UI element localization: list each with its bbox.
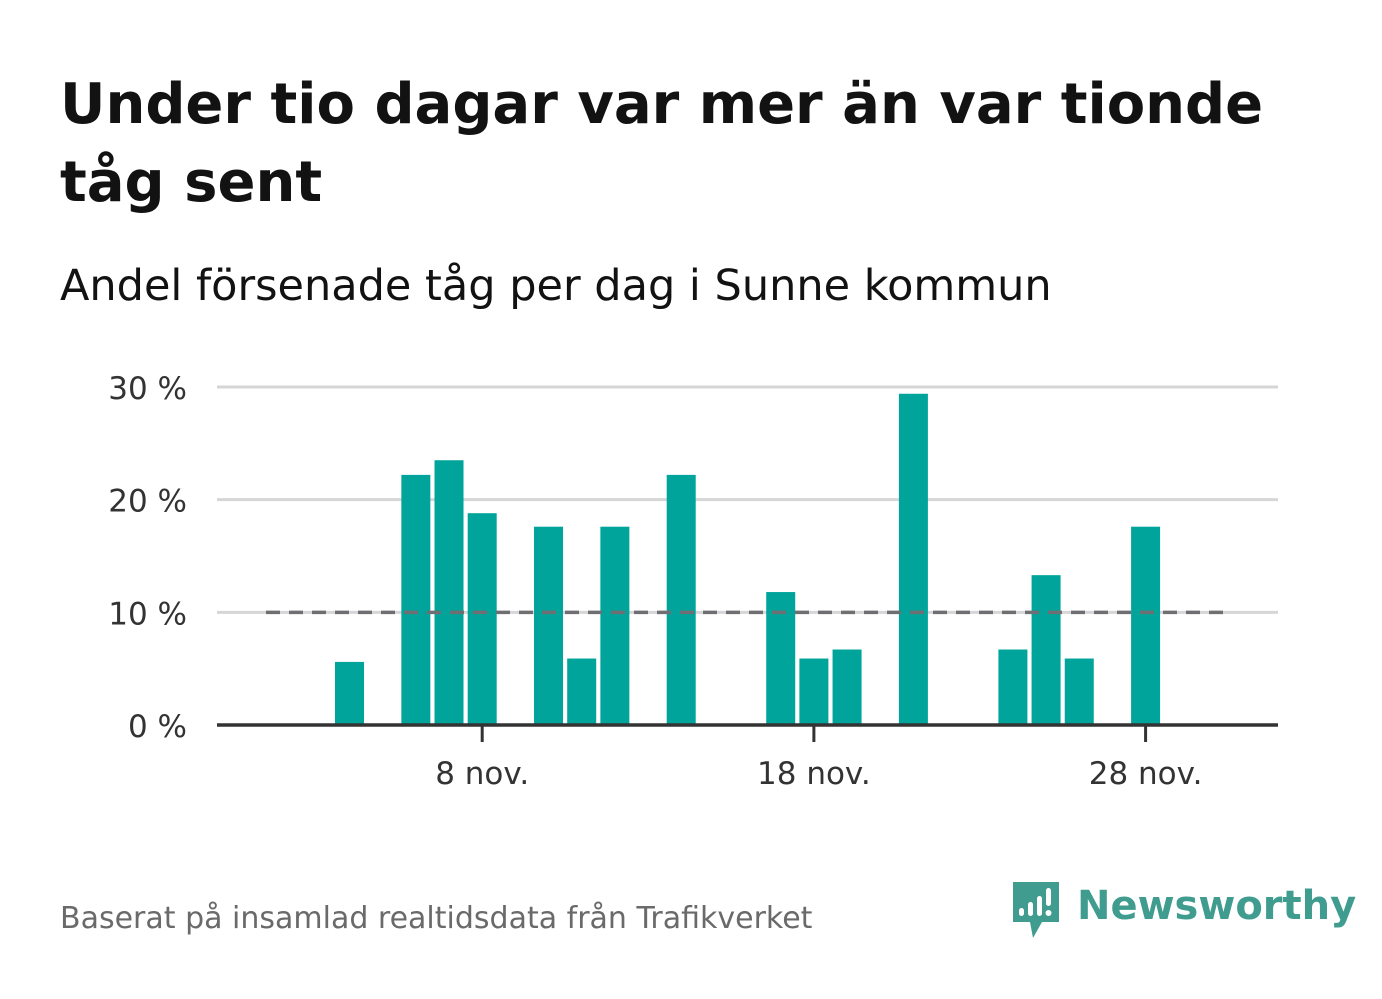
bar-18-nov [799, 658, 829, 725]
brand-logo: Newsworthy [1011, 880, 1356, 942]
y-tick-label: 20 % [108, 484, 187, 520]
chart-subtitle: Andel försenade tåg per dag i Sunne komm… [60, 261, 1052, 311]
bar-17-nov [766, 592, 796, 725]
bar-11-nov [567, 658, 597, 725]
bar-25-nov [1031, 575, 1061, 725]
y-tick-label: 0 % [128, 709, 187, 745]
y-tick-label: 10 % [108, 596, 187, 632]
bar-26-nov [1064, 658, 1094, 725]
x-tick-label: 18 nov. [757, 756, 871, 792]
chart-title: Under tio dagar var mer än var tionde tå… [60, 72, 1264, 215]
x-tick-label: 28 nov. [1089, 756, 1203, 792]
newsworthy-logo-icon [1013, 882, 1059, 938]
bar-chart: 0 % 10 % 20 % 30 % 8 nov. 18 nov. 28 nov. [108, 371, 1278, 792]
bar-24-nov [998, 649, 1028, 725]
y-tick-label: 30 % [108, 371, 187, 407]
source-note: Baserat på insamlad realtidsdata från Tr… [60, 901, 813, 936]
brand-name: Newsworthy [1077, 883, 1357, 929]
bar-19-nov [832, 649, 862, 725]
bar-12-nov [600, 526, 630, 725]
bar-4-nov [335, 661, 365, 725]
x-tick-label: 8 nov. [435, 756, 529, 792]
bar-7-nov [434, 460, 464, 725]
bar-10-nov [534, 526, 564, 725]
bar-28-nov [1131, 526, 1161, 725]
bar-14-nov [666, 474, 696, 725]
bar-8-nov [467, 513, 497, 725]
bar-6-nov [401, 474, 431, 725]
bar-21-nov [898, 393, 928, 725]
